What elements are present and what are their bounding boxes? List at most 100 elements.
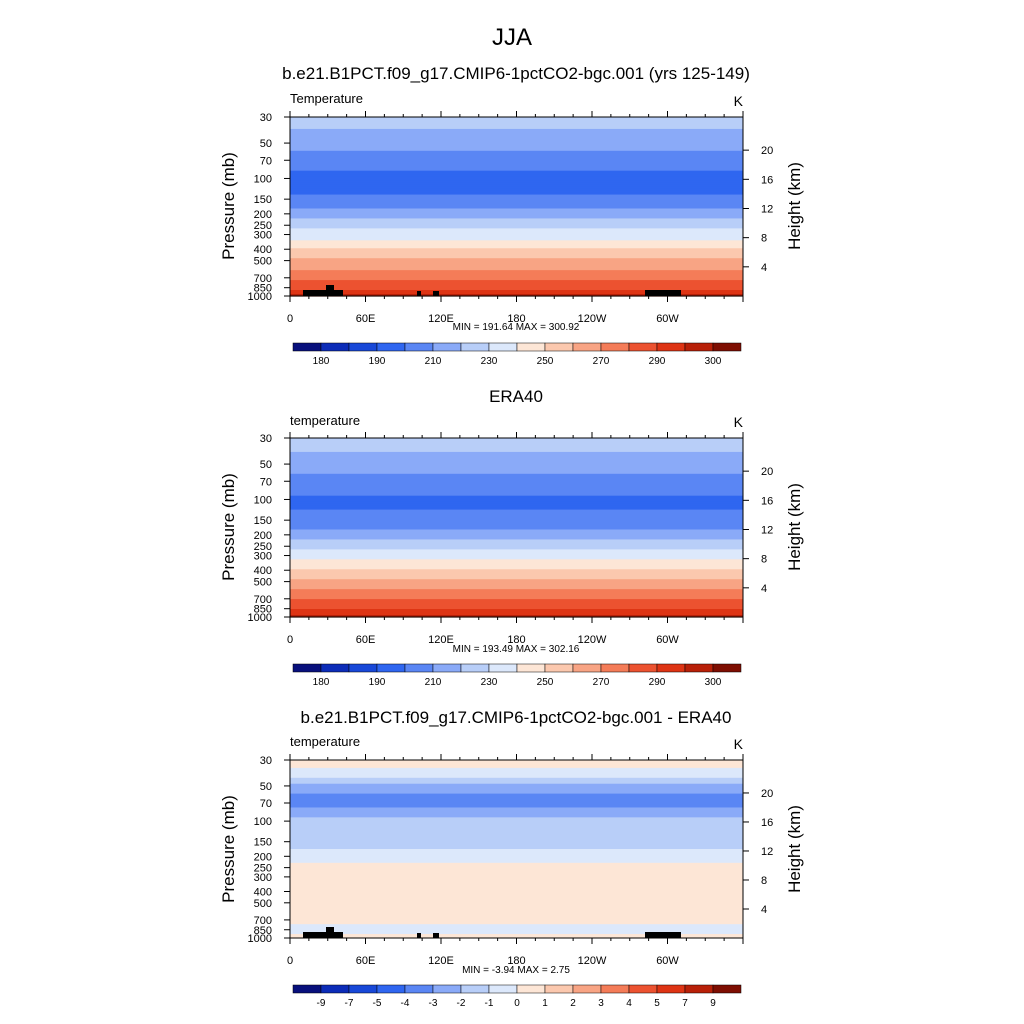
contour-band (290, 449, 743, 453)
x-tick-label: 120E (428, 634, 454, 646)
contour-band (290, 531, 743, 535)
y2-tick-label: 8 (761, 233, 767, 245)
colorbar-label: -3 (429, 998, 438, 1009)
contour-band (290, 567, 743, 570)
y2-tick-label: 12 (761, 524, 773, 536)
colorbar-swatch (516, 342, 546, 352)
contour-band (290, 148, 743, 152)
y2-tick-label: 12 (761, 846, 773, 858)
contour-band (290, 561, 743, 564)
colorbar-label: 250 (537, 356, 554, 367)
contour-band (290, 124, 743, 128)
contour-band (290, 906, 743, 909)
contour-band (290, 595, 743, 598)
contour-band (290, 777, 743, 781)
panel-difference-stats: MIN = -3.94 MAX = 2.75 (462, 965, 570, 976)
contour-band (290, 809, 743, 813)
panel-difference-y2label: Height (km) (785, 805, 804, 893)
contour-band (290, 218, 743, 222)
colorbar-swatch (320, 342, 350, 352)
contour-band (290, 833, 743, 836)
contour-band (290, 575, 743, 578)
contour-band (290, 455, 743, 459)
panel-difference: b.e21.B1PCT.f09_g17.CMIP6-1pctCO2-bgc.00… (219, 708, 804, 1009)
y-tick-label: 150 (254, 515, 272, 527)
y-tick-label: 250 (254, 541, 272, 553)
contour-band (290, 497, 743, 501)
contour-band (290, 192, 743, 196)
contour-band (290, 589, 743, 592)
y2-tick-label: 4 (761, 583, 767, 595)
colorbar-swatch (376, 342, 406, 352)
contour-band (290, 451, 743, 455)
contour-band (290, 533, 743, 537)
contour-band (290, 260, 743, 263)
contour-band (290, 190, 743, 194)
figure-title: JJA (492, 24, 532, 51)
contour-band (290, 517, 743, 521)
colorbar-label: 290 (649, 677, 666, 688)
contour-band (290, 439, 743, 443)
contour-band (290, 823, 743, 826)
panel-difference-units: K (734, 736, 744, 752)
contour-band (290, 799, 743, 803)
colorbar-label: 230 (481, 356, 498, 367)
colorbar-swatch (684, 342, 714, 352)
x-tick-label: 60W (656, 955, 679, 967)
y-tick-label: 850 (254, 283, 272, 295)
contour-band (290, 515, 743, 519)
contour-band (290, 274, 743, 277)
contour-band (290, 204, 743, 208)
contour-band (290, 613, 743, 616)
panel-model-y2label: Height (km) (785, 162, 804, 250)
contour-band (290, 226, 743, 229)
y-tick-label: 250 (254, 220, 272, 232)
contour-band (290, 924, 743, 927)
contour-band (290, 168, 743, 172)
contour-band (290, 843, 743, 846)
contour-band (290, 230, 743, 233)
contour-band (290, 501, 743, 505)
contour-band (290, 130, 743, 134)
colorbar-swatch (572, 984, 602, 994)
colorbar-swatch (348, 984, 378, 994)
contour-band (290, 860, 743, 864)
contour-band (290, 178, 743, 182)
contour-band (290, 266, 743, 269)
contour-band (290, 894, 743, 898)
contour-band (290, 603, 743, 606)
contour-band (290, 914, 743, 917)
y-tick-label: 70 (260, 155, 272, 167)
contour-band (290, 126, 743, 130)
colorbar-label: 250 (537, 677, 554, 688)
contour-band (290, 250, 743, 253)
colorbar-swatch (376, 663, 406, 673)
contour-band (290, 896, 743, 900)
topography (326, 285, 334, 290)
colorbar-swatch (544, 663, 574, 673)
contour-band (290, 194, 743, 198)
y-tick-label: 1000 (248, 291, 272, 303)
panel-era40-ylabel: Pressure (mb) (219, 473, 238, 581)
y-tick-label: 30 (260, 433, 272, 445)
contour-band (290, 609, 743, 612)
contour-band (290, 286, 743, 289)
contour-band (290, 573, 743, 576)
contour-band (290, 781, 743, 785)
panel-difference-variable: temperature (290, 734, 360, 749)
colorbar-swatch (628, 663, 658, 673)
colorbar-label: 9 (710, 998, 716, 1009)
panel-model-variable: Temperature (290, 91, 363, 106)
contour-band (290, 186, 743, 190)
contour-band (290, 587, 743, 590)
contour-band (290, 593, 743, 596)
contour-band (290, 882, 743, 886)
contour-band (290, 278, 743, 281)
contour-band (290, 481, 743, 485)
y-tick-label: 400 (254, 565, 272, 577)
colorbar-swatch (292, 342, 322, 352)
contour-band (290, 910, 743, 913)
contour-band (290, 138, 743, 142)
contour-band (290, 900, 743, 903)
contour-band (290, 601, 743, 604)
